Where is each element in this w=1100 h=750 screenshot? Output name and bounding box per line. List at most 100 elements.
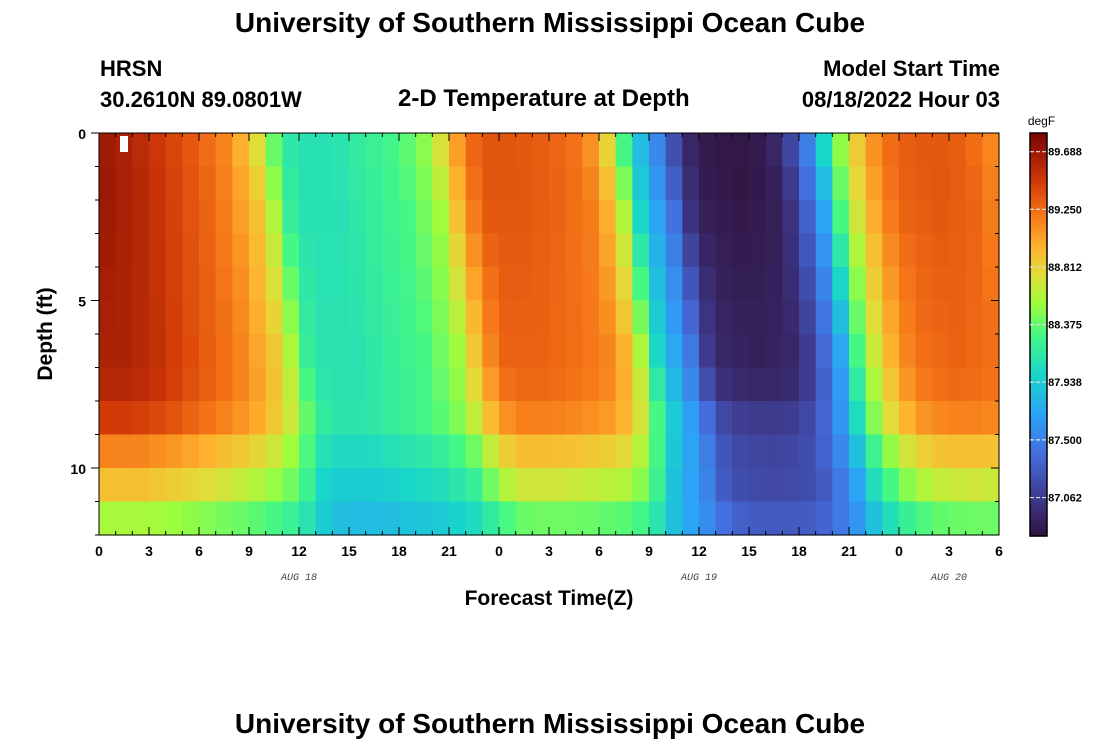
heatmap-cell <box>182 367 200 402</box>
heatmap-cell <box>465 367 483 402</box>
colorbar-segment <box>1030 529 1047 534</box>
colorbar-segment <box>1030 267 1047 272</box>
x-tick-label: 6 <box>195 543 203 559</box>
heatmap-cell <box>482 334 500 369</box>
heatmap-cell <box>815 434 833 469</box>
heatmap-cell <box>415 367 433 402</box>
heatmap-cell <box>615 434 633 469</box>
heatmap-cell <box>682 468 700 503</box>
heatmap-cell <box>199 434 217 469</box>
heatmap-cell <box>149 166 167 201</box>
heatmap-cell <box>915 166 933 201</box>
heatmap-cell <box>849 300 867 335</box>
heatmap-cell <box>182 166 200 201</box>
heatmap-cell <box>649 468 667 503</box>
colorbar-segment <box>1030 472 1047 477</box>
colorbar-segment <box>1030 173 1047 178</box>
heatmap-cell <box>115 334 133 369</box>
colorbar-segment <box>1030 502 1047 507</box>
colorbar-segment <box>1030 216 1047 221</box>
colorbar-segment <box>1030 327 1047 332</box>
heatmap-cell <box>332 133 350 168</box>
heatmap-cell <box>632 501 650 536</box>
heatmap-cell <box>732 434 750 469</box>
heatmap-cell <box>482 401 500 436</box>
colorbar-segment <box>1030 263 1047 268</box>
heatmap-cell <box>565 334 583 369</box>
heatmap-cell <box>399 267 417 302</box>
heatmap-cell <box>115 233 133 268</box>
heatmap-cell <box>949 434 967 469</box>
heatmap-cell <box>665 133 683 168</box>
heatmap-cell <box>799 133 817 168</box>
heatmap-cell <box>465 166 483 201</box>
heatmap-cells <box>99 133 1000 536</box>
heatmap-cell <box>799 334 817 369</box>
heatmap-cell <box>332 200 350 235</box>
heatmap-cell <box>115 200 133 235</box>
heatmap-cell <box>365 401 383 436</box>
x-tick-label: 0 <box>895 543 903 559</box>
heatmap-cell <box>282 334 300 369</box>
heatmap-cell <box>732 401 750 436</box>
heatmap-cell <box>132 334 150 369</box>
heatmap-cell <box>932 267 950 302</box>
heatmap-cell <box>815 200 833 235</box>
heatmap-cell <box>565 133 583 168</box>
heatmap-cell <box>665 401 683 436</box>
colorbar-segment <box>1030 317 1047 322</box>
heatmap-cell <box>199 133 217 168</box>
heatmap-cell <box>232 468 250 503</box>
heatmap-cell <box>732 501 750 536</box>
heatmap-cell <box>715 367 733 402</box>
heatmap-cell <box>382 133 400 168</box>
colorbar-segment <box>1030 159 1047 164</box>
heatmap-cell <box>899 367 917 402</box>
heatmap-cell <box>465 401 483 436</box>
heatmap-cell <box>382 334 400 369</box>
heatmap-cell <box>449 401 467 436</box>
heatmap-cell <box>982 468 1000 503</box>
colorbar-segment <box>1030 384 1047 389</box>
heatmap-cell <box>899 267 917 302</box>
heatmap-cell <box>965 501 983 536</box>
heatmap-cell <box>299 300 317 335</box>
heatmap-cell <box>532 401 550 436</box>
heatmap-cell <box>165 468 183 503</box>
heatmap-cell <box>165 200 183 235</box>
heatmap-cell <box>365 367 383 402</box>
heatmap-cell <box>949 233 967 268</box>
colorbar-segment <box>1030 153 1047 158</box>
colorbar-segment <box>1030 401 1047 406</box>
heatmap-cell <box>715 200 733 235</box>
heatmap-cell <box>915 300 933 335</box>
heatmap-cell <box>132 133 150 168</box>
heatmap-cell <box>99 166 117 201</box>
heatmap-cell <box>632 166 650 201</box>
heatmap-cell <box>849 233 867 268</box>
heatmap-cell <box>115 166 133 201</box>
colorbar-segment <box>1030 247 1047 252</box>
heatmap-cell <box>365 267 383 302</box>
heatmap-cell <box>315 200 333 235</box>
chart-subtitle: 2-D Temperature at Depth <box>398 85 690 112</box>
colorbar-segment <box>1030 428 1047 433</box>
heatmap-cell <box>365 200 383 235</box>
heatmap-cell <box>349 468 367 503</box>
heatmap-cell <box>549 233 567 268</box>
colorbar-tick-label: 87.062 <box>1048 493 1082 505</box>
heatmap-cell <box>615 200 633 235</box>
heatmap-cell <box>732 200 750 235</box>
x-tick-label: 3 <box>545 543 553 559</box>
heatmap-cell <box>782 133 800 168</box>
heatmap-cell <box>632 200 650 235</box>
heatmap-cell <box>982 401 1000 436</box>
heatmap-cell <box>832 133 850 168</box>
colorbar-segment <box>1030 297 1047 302</box>
heatmap-cell <box>365 334 383 369</box>
heatmap-cell <box>565 300 583 335</box>
colorbar-segment <box>1030 408 1047 413</box>
heatmap-cell <box>482 501 500 536</box>
heatmap-cell <box>699 166 717 201</box>
heatmap-cell <box>199 468 217 503</box>
